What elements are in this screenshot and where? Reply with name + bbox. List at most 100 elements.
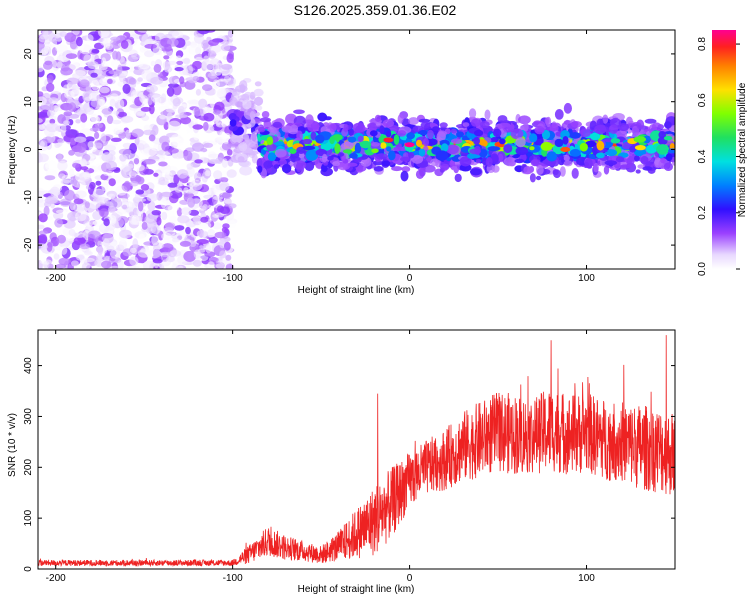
spectrogram-cell [80,113,88,123]
spectrogram-cell [179,240,191,247]
spectrogram-cell [634,155,640,162]
spectrogram-cell [101,260,112,269]
spectrogram-cell [663,136,673,141]
spectrogram-cell [73,198,84,205]
spectrogram-cell [289,115,295,122]
spectrogram-peak [383,137,394,143]
spectrogram-cell [408,152,415,159]
spectrogram-cell [631,125,640,136]
spectrogram-cell [215,115,222,126]
spectrogram-cell [156,191,163,201]
spectrogram-cell [192,60,203,70]
spectrogram-cell [163,169,171,175]
spectrogram-cell [259,117,271,123]
spectrogram-cell [139,46,146,53]
spectrogram-cell [172,97,181,107]
spectrogram-cell [114,197,122,203]
spectrogram-cell [189,179,203,191]
spectrogram-cell [40,259,52,265]
spectrogram-cell [393,134,400,146]
spectrogram-cell [506,158,512,163]
spectrogram-cell [497,115,508,124]
spectrogram-cell [54,218,63,228]
spectrogram-cell [579,142,588,152]
spectrogram-cell [334,143,341,154]
spectrogram-cell [499,138,506,145]
spectrogram-cell [166,86,175,97]
spectrogram-cell [579,129,591,138]
spectrogram-cell [596,140,605,151]
spectrogram-cell [529,133,538,143]
spectrogram-cell [258,126,266,133]
spectrogram-cell [204,170,211,177]
spectrogram-cell [523,166,533,175]
spectrogram-ylabel: Frequency (Hz) [7,116,18,185]
spectrogram-cell [570,121,583,128]
spectrogram-xtick-label: 100 [578,273,595,284]
spectrogram-cell [118,148,132,155]
spectrogram-cell [38,243,48,251]
spectrogram-cell [253,88,264,97]
spectrogram-cell [644,118,657,124]
spectrogram-cell [72,73,84,79]
spectrogram-cell [109,98,116,107]
spectrogram-cell [192,259,202,267]
colorbar-gradient [712,30,736,269]
spectrogram-cell [69,168,75,177]
spectrogram-xtick-label: -100 [223,273,243,284]
spectrogram-cell [456,131,464,138]
spectrogram-cell [559,166,566,177]
spectrogram-cell [219,238,226,249]
spectrogram-cell [144,124,152,130]
spectrogram-cell [186,132,195,138]
spectrogram-cell [95,180,102,186]
spectrogram-cell [329,123,337,132]
spectrogram-cell [332,161,340,167]
spectrogram-cell [226,149,233,156]
spectrogram-cell [369,130,378,137]
spectrogram-cell [239,165,253,176]
spectrogram-cell [215,263,226,269]
spectrogram-cell [380,142,387,149]
spectrogram-cell [137,77,143,82]
spectrogram-cell [131,128,144,138]
spectrogram-cell [64,189,75,201]
spectrogram-cell [459,156,472,167]
spectrogram-cell [177,265,184,269]
snr-xtick-label: -100 [223,573,243,584]
spectrogram-ytick-label: 0 [23,146,34,152]
spectrogram-cell [99,86,110,94]
spectrogram-cell [144,38,157,45]
spectrogram-cell [161,191,173,198]
spectrogram-cell [193,33,205,44]
spectrogram-cell [175,114,189,119]
spectrogram-cell [221,63,233,70]
spectrogram-cell [272,121,282,128]
spectrogram-cell [60,179,71,185]
spectrogram-cell [183,250,197,262]
spectrogram-cell [593,162,599,173]
spectrogram-cell [194,159,203,164]
spectrogram-cell [535,175,542,181]
spectrogram-cell [128,214,140,225]
spectrogram-cell [470,168,482,176]
spectrogram-cell [150,76,164,85]
spectrogram-cell [166,108,176,113]
spectrogram-cell [610,138,621,144]
spectrogram-cell [38,230,48,235]
spectrogram-cell [530,159,539,167]
spectrogram-cell [418,118,431,123]
spectrogram-cell [38,224,45,230]
spectrogram-cell [112,126,125,134]
spectrogram-cell [106,160,117,171]
spectrogram-cell [540,141,553,151]
spectrogram-cell [243,108,257,120]
spectrogram-cell [43,205,50,216]
spectrogram-cell [231,133,244,144]
spectrogram-cell [373,166,384,172]
snr-xlabel: Height of straight line (km) [298,584,415,595]
spectrogram-cell [90,79,100,91]
spectrogram-cell [76,141,87,153]
spectrogram-cell [193,172,202,182]
spectrogram-cell [332,134,343,141]
